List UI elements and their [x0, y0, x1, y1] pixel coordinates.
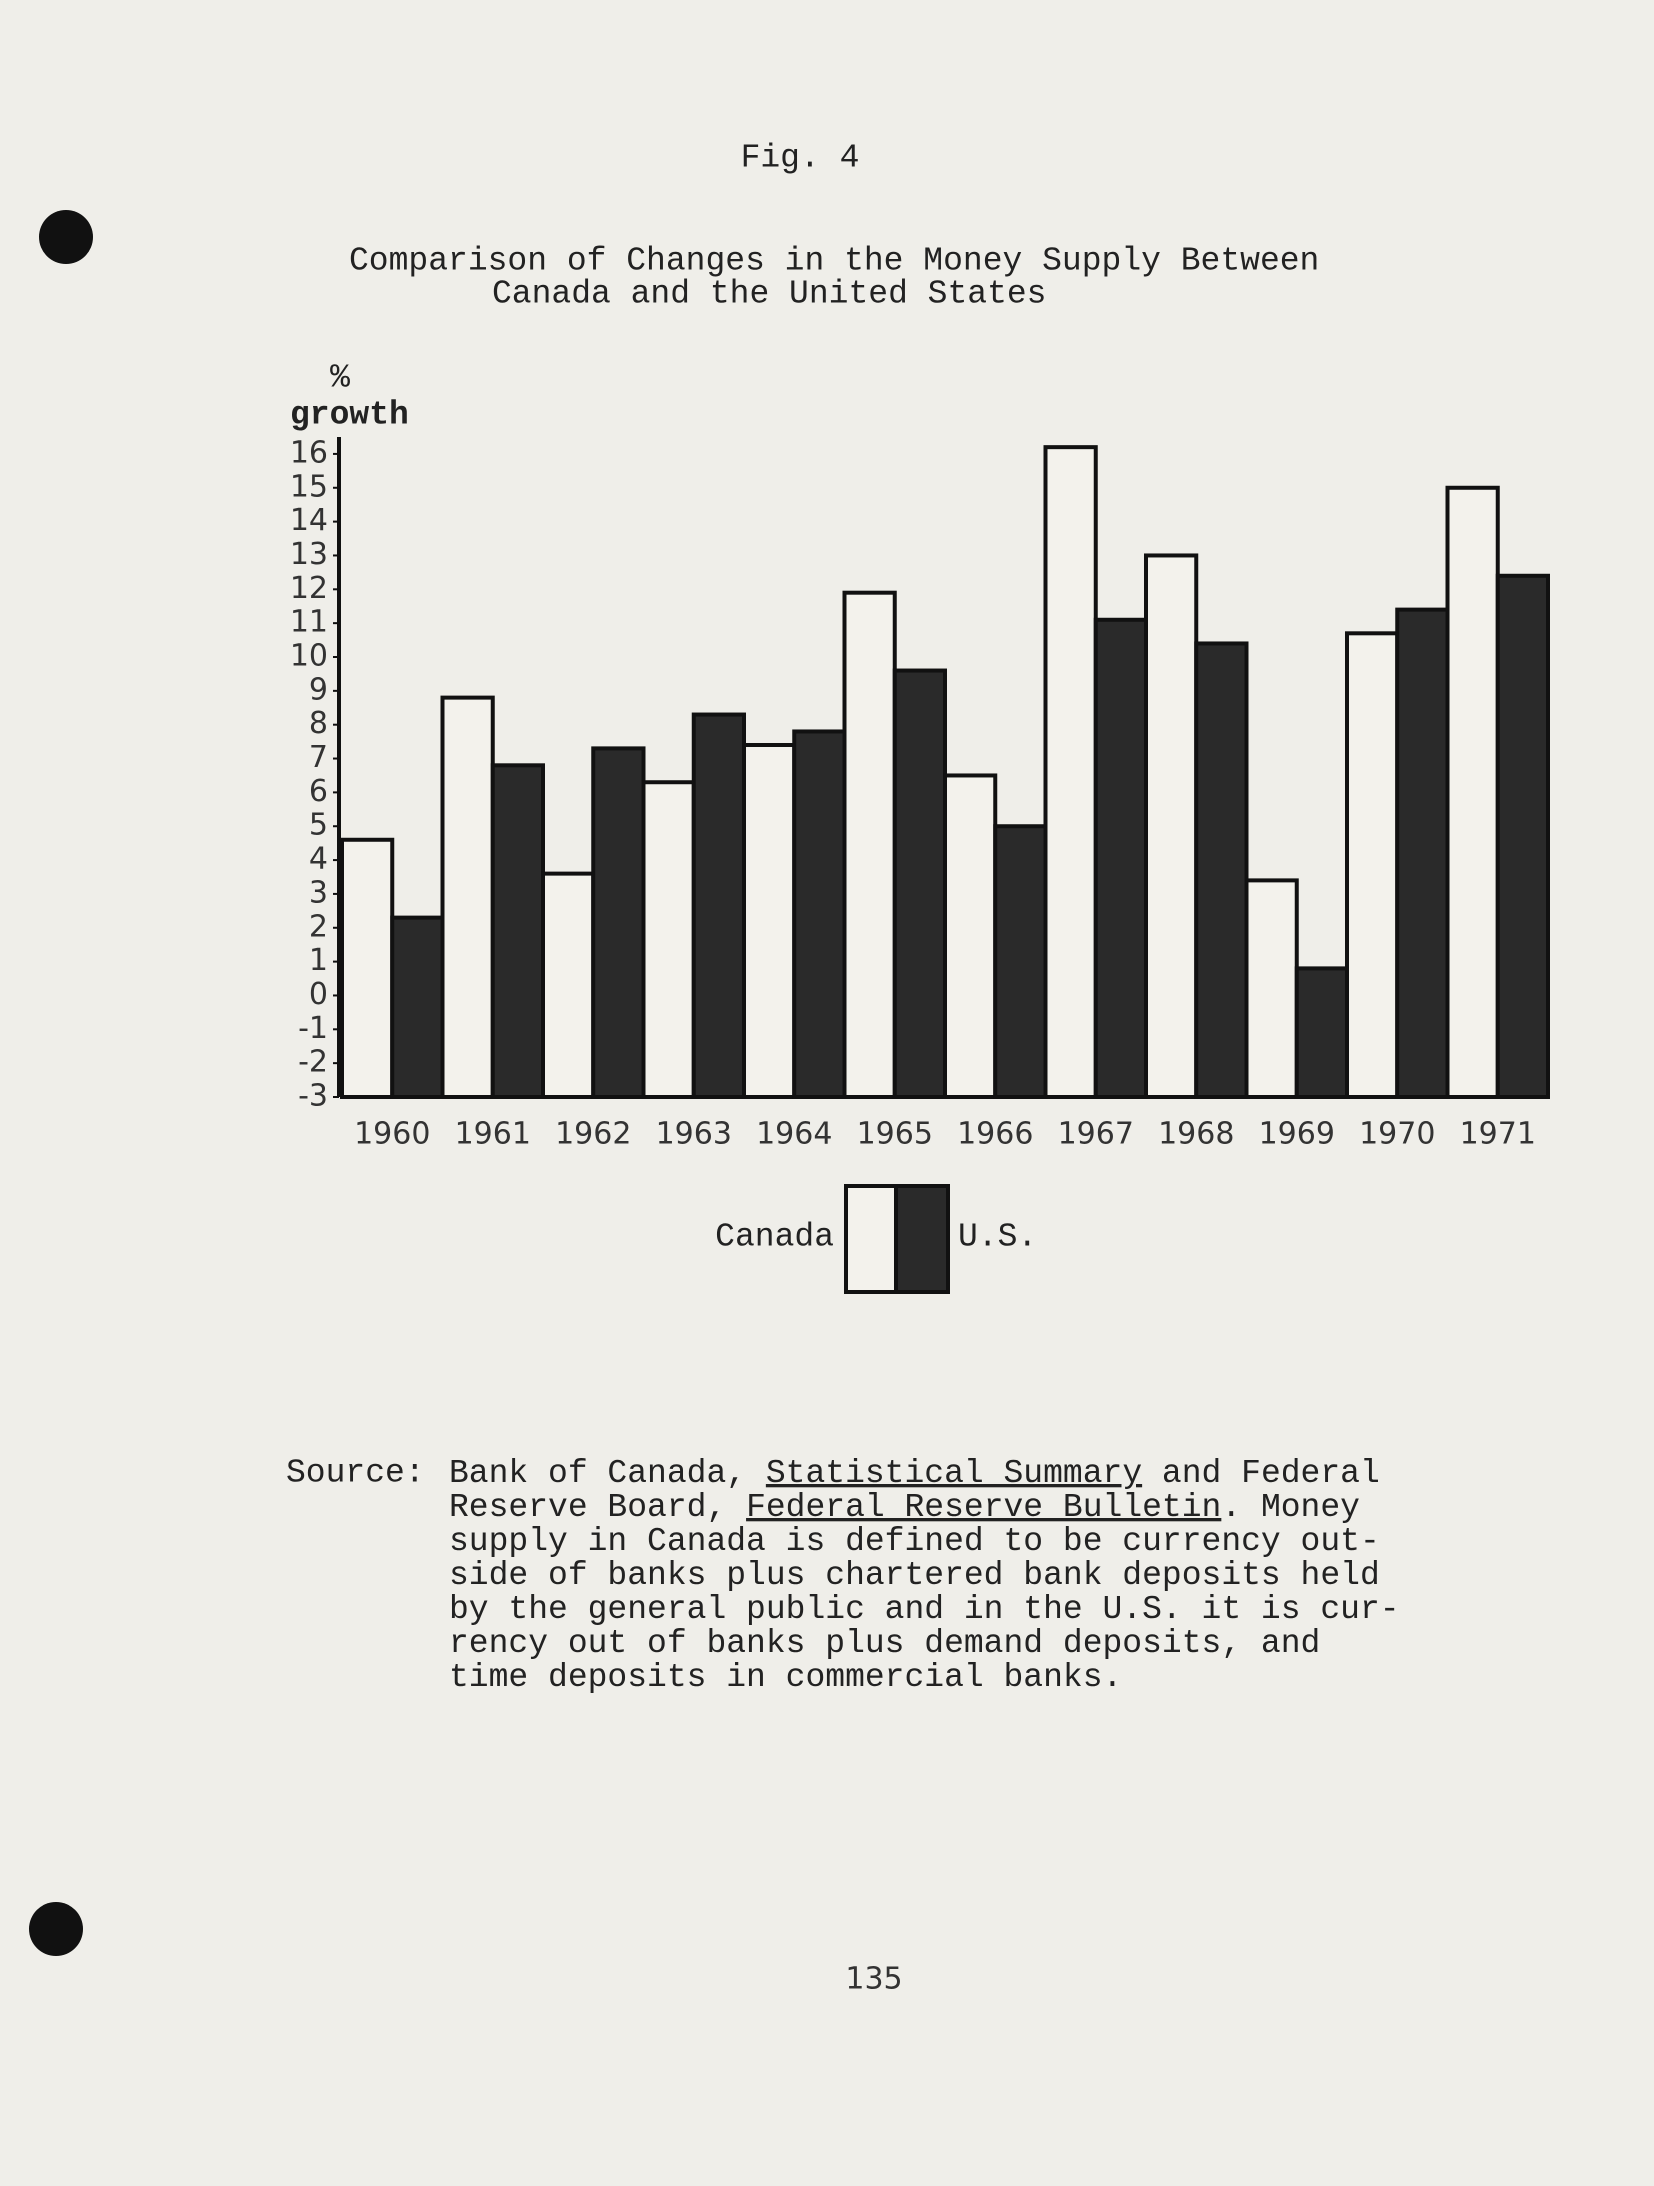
bar	[641, 780, 696, 1099]
bar	[490, 763, 545, 1099]
x-tick-label: 1964	[756, 1117, 832, 1152]
figure-label: Fig. 4	[741, 140, 860, 177]
legend-label: Canada	[715, 1219, 834, 1256]
legend-label: U.S.	[958, 1219, 1037, 1256]
bar	[943, 773, 998, 1099]
bar	[1043, 445, 1098, 1099]
y-tick-label: 0	[309, 977, 328, 1012]
y-tick-label: 7	[309, 740, 328, 775]
source-line: by the general public and in the U.S. it…	[449, 1591, 1400, 1628]
source-line: Reserve Board, Federal Reserve Bulletin.…	[449, 1489, 1360, 1526]
y-tick-label: 16	[290, 435, 328, 470]
source-line: side of banks plus chartered bank deposi…	[449, 1557, 1380, 1594]
bar	[340, 837, 395, 1099]
x-tick-label: 1960	[354, 1117, 430, 1152]
source-line: Bank of Canada, Statistical Summary and …	[449, 1455, 1380, 1492]
x-tick-label: 1966	[957, 1117, 1033, 1152]
source-segment: Federal Reserve Bulletin	[746, 1489, 1221, 1526]
bar	[1093, 617, 1148, 1099]
x-tick-label: 1969	[1259, 1117, 1335, 1152]
source-segment: by the general public and in the U.S. it…	[449, 1591, 1400, 1628]
y-tick-label: 13	[290, 537, 328, 572]
y-axis-label: growth	[290, 397, 409, 434]
x-tick-label: 1968	[1158, 1117, 1234, 1152]
source-segment: Statistical Summary	[766, 1455, 1142, 1492]
bar	[1144, 553, 1199, 1099]
bar	[892, 668, 947, 1099]
punch-hole	[39, 210, 93, 264]
x-tick-label: 1961	[455, 1117, 531, 1152]
source-segment: time deposits in commercial banks.	[449, 1659, 1122, 1696]
source-segment: and Federal	[1142, 1455, 1380, 1492]
x-tick-label: 1970	[1359, 1117, 1435, 1152]
y-tick-label: 1	[309, 943, 328, 978]
bar	[792, 729, 847, 1099]
source-line: rency out of banks plus demand deposits,…	[449, 1625, 1320, 1662]
y-axis-label: %	[330, 360, 350, 397]
y-tick-label: 9	[309, 672, 328, 707]
bar	[541, 871, 596, 1099]
x-tick-label: 1963	[656, 1117, 732, 1152]
legend-swatch	[894, 1184, 950, 1294]
chart-title: Canada and the United States	[492, 276, 1047, 313]
source-segment: Bank of Canada,	[449, 1455, 766, 1492]
bar	[691, 712, 746, 1099]
source-text: Bank of Canada, Statistical Summary and …	[449, 1455, 1400, 1696]
source-segment: rency out of banks plus demand deposits,…	[449, 1625, 1320, 1662]
y-tick-label: 6	[309, 774, 328, 809]
bar	[390, 915, 445, 1099]
bar	[1395, 607, 1450, 1099]
legend: Canada U.S.	[715, 1184, 1037, 1294]
bar	[1194, 641, 1249, 1099]
chart-title: Comparison of Changes in the Money Suppl…	[349, 243, 1319, 280]
y-tick-label: 11	[290, 605, 328, 640]
source-line: supply in Canada is defined to be curren…	[449, 1523, 1380, 1560]
bar	[591, 746, 646, 1100]
y-tick-label: 3	[309, 875, 328, 910]
bar	[1345, 631, 1400, 1099]
punch-hole	[29, 1902, 83, 1956]
source-segment: side of banks plus chartered bank deposi…	[449, 1557, 1380, 1594]
y-tick-label: 5	[309, 808, 328, 843]
y-tick-label: 12	[290, 571, 328, 606]
x-tick-label: 1971	[1460, 1117, 1536, 1152]
y-tick-label: -3	[298, 1079, 328, 1114]
y-tick-label: 15	[290, 469, 328, 504]
bar	[842, 590, 897, 1099]
bar	[1294, 966, 1349, 1100]
x-tick-label: 1962	[555, 1117, 631, 1152]
y-tick-label: 8	[309, 706, 328, 741]
y-tick-label: 4	[309, 842, 328, 877]
bar	[742, 743, 797, 1099]
source-segment: . Money	[1221, 1489, 1360, 1526]
bar	[440, 695, 495, 1099]
y-tick-label: 14	[290, 503, 328, 538]
source-line: time deposits in commercial banks.	[449, 1659, 1122, 1696]
y-tick-label: -1	[298, 1011, 328, 1046]
y-tick-label: -2	[298, 1045, 328, 1080]
bar	[1495, 573, 1550, 1099]
bar	[993, 824, 1048, 1099]
page-number: 135	[845, 1962, 902, 1997]
source-label: Source:	[286, 1455, 425, 1492]
source-segment: supply in Canada is defined to be curren…	[449, 1523, 1380, 1560]
bar	[1244, 878, 1299, 1100]
legend-swatch	[844, 1184, 898, 1294]
source-segment: Reserve Board,	[449, 1489, 746, 1526]
x-tick-label: 1965	[857, 1117, 933, 1152]
x-tick-label: 1967	[1058, 1117, 1134, 1152]
y-tick-label: 10	[290, 639, 328, 674]
bar	[1445, 485, 1500, 1099]
y-tick-label: 2	[309, 909, 328, 944]
